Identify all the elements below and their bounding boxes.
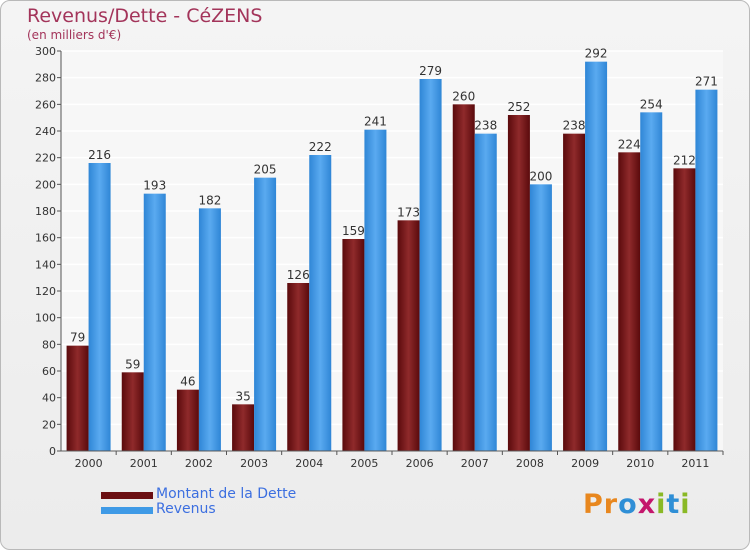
- data-label-revenue: 279: [419, 64, 442, 78]
- bar-debt: [121, 372, 144, 451]
- bar-revenue: [529, 184, 552, 452]
- x-tick-label: 2006: [406, 457, 434, 470]
- data-label-debt: 252: [507, 100, 530, 114]
- data-label-revenue: 292: [585, 47, 608, 61]
- y-tick-label: 40: [42, 392, 56, 405]
- bar-debt: [673, 168, 696, 452]
- y-tick-label: 260: [35, 98, 56, 111]
- proxiti-logo: Proxiti: [583, 489, 691, 520]
- x-tick-label: 2011: [681, 457, 709, 470]
- data-label-debt: 79: [70, 331, 85, 345]
- bar-revenue: [419, 79, 442, 451]
- bar-revenue: [364, 129, 387, 451]
- data-label-revenue: 216: [88, 148, 111, 162]
- y-tick-label: 300: [35, 45, 56, 58]
- x-tick-label: 2007: [461, 457, 489, 470]
- x-tick-label: 2008: [516, 457, 544, 470]
- data-label-debt: 260: [452, 89, 475, 103]
- bar-debt: [176, 389, 199, 451]
- bar-debt: [66, 345, 89, 451]
- bar-revenue: [474, 133, 497, 451]
- bar-revenue: [143, 193, 166, 451]
- data-label-debt: 173: [397, 205, 420, 219]
- bar-debt: [563, 133, 586, 451]
- y-tick-label: 20: [42, 418, 56, 431]
- logo-letter: i: [656, 489, 667, 520]
- plot-area: [61, 51, 723, 451]
- logo-letter: t: [666, 489, 681, 520]
- data-label-debt: 238: [563, 119, 586, 133]
- bar-debt: [618, 152, 641, 452]
- x-tick-label: 2005: [350, 457, 378, 470]
- chart-title: Revenus/Dette - CéZENS: [27, 5, 263, 27]
- legend-swatch-revenue: [101, 507, 153, 514]
- data-label-revenue: 241: [364, 115, 387, 129]
- y-tick-label: 0: [49, 445, 56, 458]
- bar-revenue: [585, 61, 608, 452]
- data-label-debt: 126: [287, 268, 310, 282]
- y-tick-label: 140: [35, 258, 56, 271]
- data-label-debt: 46: [180, 375, 195, 389]
- x-tick-label: 2003: [240, 457, 268, 470]
- data-label-revenue: 238: [474, 119, 497, 133]
- logo-letter: i: [680, 489, 691, 520]
- data-label-revenue: 193: [143, 179, 166, 193]
- y-tick-label: 180: [35, 205, 56, 218]
- data-label-revenue: 222: [309, 140, 332, 154]
- data-label-debt: 59: [125, 357, 140, 371]
- data-label-revenue: 254: [640, 97, 663, 111]
- logo-letter: x: [637, 489, 657, 520]
- legend-swatch-debt: [101, 492, 153, 499]
- bar-debt: [507, 115, 530, 451]
- data-label-revenue: 205: [254, 163, 277, 177]
- data-label-debt: 212: [673, 153, 696, 167]
- bar-debt: [287, 283, 310, 451]
- y-tick-label: 280: [35, 72, 56, 85]
- chart-subtitle: (en milliers d'€): [27, 28, 122, 42]
- y-tick-label: 200: [35, 178, 56, 191]
- x-tick-label: 2001: [130, 457, 158, 470]
- bar-debt: [232, 404, 255, 451]
- x-tick-label: 2004: [295, 457, 323, 470]
- bar-revenue: [640, 112, 663, 451]
- data-label-debt: 35: [235, 389, 250, 403]
- data-label-revenue: 182: [198, 193, 221, 207]
- data-label-debt: 224: [618, 137, 641, 151]
- bar-debt: [452, 104, 475, 451]
- legend-label-debt: Montant de la Dette: [156, 486, 297, 502]
- logo-letter: o: [618, 489, 638, 520]
- bar-revenue: [695, 89, 718, 452]
- bar-revenue: [309, 155, 332, 451]
- data-label-revenue: 200: [529, 169, 552, 183]
- bar-revenue: [198, 208, 221, 451]
- y-tick-label: 80: [42, 338, 56, 351]
- bar-revenue: [254, 177, 277, 451]
- y-tick-label: 240: [35, 125, 56, 138]
- y-tick-label: 60: [42, 365, 56, 378]
- data-label-revenue: 271: [695, 75, 718, 89]
- x-tick-label: 2002: [185, 457, 213, 470]
- bar-debt: [397, 220, 420, 451]
- logo-letter: P: [583, 489, 604, 520]
- y-tick-label: 120: [35, 285, 56, 298]
- y-tick-label: 220: [35, 152, 56, 165]
- data-label-debt: 159: [342, 224, 365, 238]
- legend-label-revenue: Revenus: [156, 501, 216, 517]
- bar-debt: [342, 239, 365, 451]
- x-tick-label: 2010: [626, 457, 654, 470]
- logo-letter: r: [603, 489, 619, 520]
- y-tick-label: 160: [35, 232, 56, 245]
- bar-revenue: [88, 163, 111, 451]
- x-tick-label: 2000: [75, 457, 103, 470]
- y-tick-label: 100: [35, 312, 56, 325]
- bar-chart: 79 216 59 193 46 182 35 205 126 222 159 241 173 279 26…: [35, 45, 724, 470]
- x-tick-label: 2009: [571, 457, 599, 470]
